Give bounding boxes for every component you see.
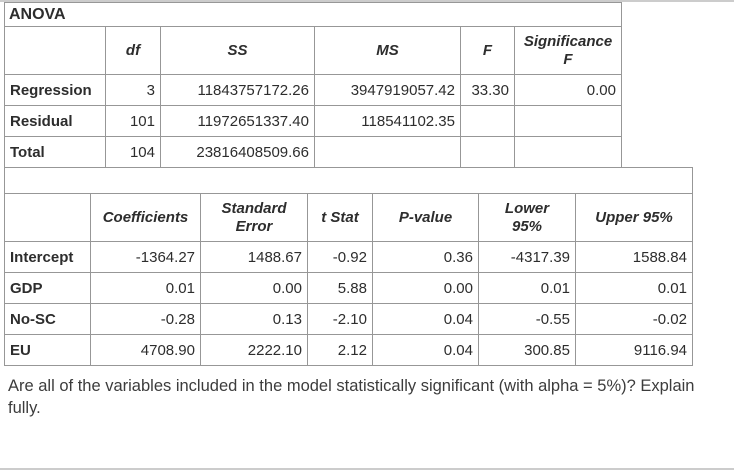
coef-value: -0.28: [90, 303, 201, 335]
spacer-row: [4, 167, 693, 194]
anova-header-f-label: F: [482, 41, 493, 59]
sigf-value: [514, 136, 622, 168]
coef-header-upper95: Upper 95%: [575, 193, 693, 242]
stderr-value: 1488.67: [200, 241, 308, 273]
anova-header-ss: SS: [160, 26, 315, 75]
anova-title-row: ANOVA: [4, 2, 622, 27]
lower95-value: 300.85: [478, 334, 576, 366]
ms-value: 3947919057.42: [314, 74, 461, 106]
row-label: GDP: [4, 272, 91, 304]
upper95-value: 0.01: [575, 272, 693, 304]
row-label: Residual: [4, 105, 106, 137]
ms-value: [314, 136, 461, 168]
row-label: No-SC: [4, 303, 91, 335]
anova-table: ANOVA df SS MS F Significance F Regressi…: [4, 2, 622, 168]
anova-row-residual: Residual 101 11972651337.40 118541102.35: [4, 105, 622, 137]
anova-header-blank: [4, 26, 106, 75]
coef-header-stderr: Standard Error: [200, 193, 308, 242]
coef-value: 4708.90: [90, 334, 201, 366]
coef-header-lower95-label: Lower 95%: [504, 200, 550, 235]
anova-header-ms: MS: [314, 26, 461, 75]
stderr-value: 0.13: [200, 303, 308, 335]
coef-header-row: Coefficients Standard Error t Stat P-val…: [4, 193, 693, 242]
stderr-value: 2222.10: [200, 334, 308, 366]
coef-header-coefficients-label: Coefficients: [102, 208, 189, 226]
anova-header-sigf: Significance F: [514, 26, 622, 75]
stderr-value: 0.00: [200, 272, 308, 304]
anova-header-f: F: [460, 26, 515, 75]
tstat-value: -0.92: [307, 241, 373, 273]
anova-header-row: df SS MS F Significance F: [4, 26, 622, 75]
anova-header-ss-label: SS: [227, 41, 248, 59]
row-label: EU: [4, 334, 91, 366]
pvalue-value: 0.04: [372, 303, 479, 335]
coef-header-tstat: t Stat: [307, 193, 373, 242]
pvalue-value: 0.00: [372, 272, 479, 304]
coef-header-blank: [4, 193, 91, 242]
coef-header-coefficients: Coefficients: [90, 193, 201, 242]
tstat-value: 2.12: [307, 334, 373, 366]
tstat-value: -2.10: [307, 303, 373, 335]
coef-header-upper95-label: Upper 95%: [595, 208, 673, 226]
coef-value: 0.01: [90, 272, 201, 304]
coef-header-lower95: Lower 95%: [478, 193, 576, 242]
coef-row-intercept: Intercept -1364.27 1488.67 -0.92 0.36 -4…: [4, 241, 693, 273]
ss-value: 11972651337.40: [160, 105, 315, 137]
anova-row-regression: Regression 3 11843757172.26 3947919057.4…: [4, 74, 622, 106]
coef-header-pvalue: P-value: [372, 193, 479, 242]
anova-title: ANOVA: [4, 2, 622, 27]
coef-row-eu: EU 4708.90 2222.10 2.12 0.04 300.85 9116…: [4, 334, 693, 366]
anova-header-df-label: df: [125, 41, 141, 59]
anova-header-ms-label: MS: [376, 41, 399, 59]
pvalue-value: 0.04: [372, 334, 479, 366]
sigf-value: [514, 105, 622, 137]
f-value: 33.30: [460, 74, 515, 106]
anova-header-df: df: [105, 26, 161, 75]
row-label: Intercept: [4, 241, 91, 273]
coefficients-table: Coefficients Standard Error t Stat P-val…: [4, 193, 693, 366]
coef-value: -1364.27: [90, 241, 201, 273]
coef-row-nosc: No-SC -0.28 0.13 -2.10 0.04 -0.55 -0.02: [4, 303, 693, 335]
upper95-value: 9116.94: [575, 334, 693, 366]
anova-header-sigf-label: Significance F: [523, 33, 613, 68]
lower95-value: -4317.39: [478, 241, 576, 273]
coef-header-stderr-label: Standard Error: [221, 200, 287, 235]
ms-value: 118541102.35: [314, 105, 461, 137]
row-label: Total: [4, 136, 106, 168]
f-value: [460, 105, 515, 137]
df-value: 101: [105, 105, 161, 137]
coef-row-gdp: GDP 0.01 0.00 5.88 0.00 0.01 0.01: [4, 272, 693, 304]
ss-value: 11843757172.26: [160, 74, 315, 106]
df-value: 3: [105, 74, 161, 106]
f-value: [460, 136, 515, 168]
sigf-value: 0.00: [514, 74, 622, 106]
upper95-value: 1588.84: [575, 241, 693, 273]
lower95-value: -0.55: [478, 303, 576, 335]
row-label: Regression: [4, 74, 106, 106]
pvalue-value: 0.36: [372, 241, 479, 273]
df-value: 104: [105, 136, 161, 168]
tstat-value: 5.88: [307, 272, 373, 304]
coef-header-pvalue-label: P-value: [398, 208, 453, 226]
question-text: Are all of the variables included in the…: [8, 377, 695, 418]
upper95-value: -0.02: [575, 303, 693, 335]
coef-header-tstat-label: t Stat: [321, 208, 359, 226]
anova-row-total: Total 104 23816408509.66: [4, 136, 622, 168]
ss-value: 23816408509.66: [160, 136, 315, 168]
lower95-value: 0.01: [478, 272, 576, 304]
